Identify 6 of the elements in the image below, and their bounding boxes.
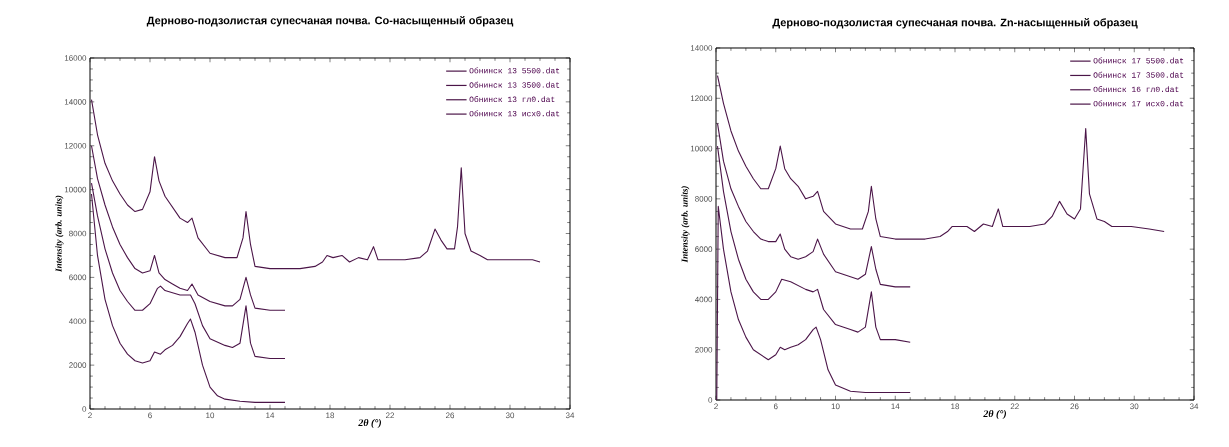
- x-axis-title: 2θ (°): [983, 410, 1006, 420]
- chart-title: Дерново-подзолистая супесчаная почва. Zn-насыщенный образец: [772, 18, 1138, 29]
- y-axis-title: Intensity (arb. units): [55, 195, 64, 272]
- chart-title: Дерново-подзолистая супесчаная почва. Co-насыщенный образец: [146, 16, 514, 27]
- y-axis-title: Intensity (arb. units): [681, 186, 690, 263]
- x-axis-title: 2θ (°): [358, 419, 381, 429]
